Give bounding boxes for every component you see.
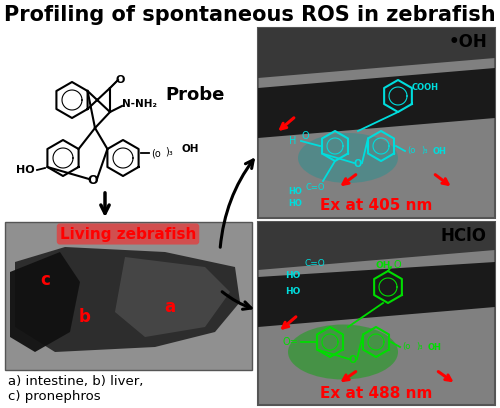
Text: O: O	[349, 355, 357, 365]
Text: a) intestine, b) liver,
c) pronephros: a) intestine, b) liver, c) pronephros	[8, 375, 143, 403]
Text: C=O: C=O	[305, 184, 324, 193]
Text: HO: HO	[288, 186, 302, 195]
Text: O: O	[393, 260, 400, 270]
Text: HClO: HClO	[441, 227, 487, 245]
Text: c: c	[40, 271, 50, 289]
Text: Ex at 488 nm: Ex at 488 nm	[320, 386, 432, 401]
Polygon shape	[258, 28, 495, 78]
Text: (o: (o	[151, 148, 161, 158]
Text: O: O	[88, 173, 99, 186]
Ellipse shape	[288, 324, 398, 379]
Text: )₃: )₃	[416, 342, 422, 352]
Text: )₃: )₃	[165, 146, 173, 156]
Text: Probe: Probe	[166, 86, 224, 104]
Text: HO: HO	[286, 286, 300, 295]
Text: HO: HO	[286, 271, 300, 281]
Text: C=O: C=O	[304, 259, 326, 268]
Text: OH: OH	[376, 260, 390, 270]
Text: (o: (o	[407, 146, 416, 155]
Polygon shape	[258, 222, 495, 270]
Polygon shape	[258, 68, 495, 138]
Text: HO: HO	[288, 200, 302, 208]
Text: )₃: )₃	[421, 146, 428, 155]
Text: Ex at 405 nm: Ex at 405 nm	[320, 199, 432, 213]
Text: (o: (o	[402, 342, 410, 352]
Polygon shape	[10, 252, 80, 352]
Ellipse shape	[298, 133, 398, 183]
Text: OH: OH	[181, 144, 198, 154]
Bar	[258, 28, 495, 218]
Text: HO: HO	[16, 165, 35, 175]
Text: a: a	[164, 298, 175, 316]
Text: Living zebrafish: Living zebrafish	[60, 226, 196, 242]
Text: N-NH₂: N-NH₂	[122, 99, 157, 109]
Polygon shape	[15, 247, 240, 352]
Text: OH: OH	[428, 342, 442, 352]
Text: Profiling of spontaneous ROS in zebrafish: Profiling of spontaneous ROS in zebrafis…	[4, 5, 496, 25]
Bar	[5, 222, 252, 370]
Bar	[258, 222, 495, 405]
Text: H: H	[290, 136, 296, 146]
Text: •OH: •OH	[448, 33, 487, 51]
Polygon shape	[258, 262, 495, 327]
Text: O: O	[116, 75, 124, 85]
Text: O: O	[354, 159, 362, 169]
Text: b: b	[79, 308, 91, 326]
Text: COOH: COOH	[412, 84, 439, 93]
Text: O=: O=	[282, 337, 298, 347]
Text: OH: OH	[433, 146, 447, 155]
Polygon shape	[115, 257, 230, 337]
Text: O: O	[301, 131, 309, 141]
